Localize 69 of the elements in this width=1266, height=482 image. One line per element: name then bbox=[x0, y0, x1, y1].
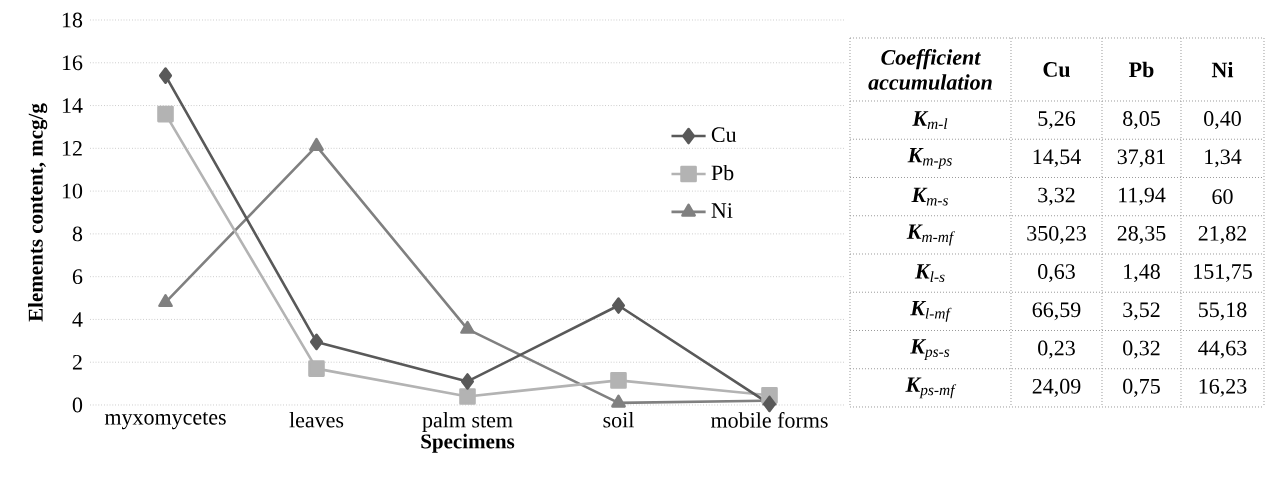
legend-label: Cu bbox=[711, 127, 737, 143]
text: K$_{l-mf}$ bbox=[910, 300, 952, 322]
text: K$_{ps-mf}$ bbox=[905, 377, 957, 399]
text: 0,23 bbox=[1038, 340, 1075, 359]
text: 11,94 bbox=[1119, 187, 1166, 206]
text: K$_{m-ps}$ bbox=[907, 147, 952, 169]
x-axis-title: Specimens bbox=[421, 433, 515, 453]
point bbox=[157, 105, 174, 123]
point bbox=[762, 395, 777, 413]
text: 1,34 bbox=[1205, 149, 1242, 168]
point bbox=[610, 372, 627, 389]
point bbox=[460, 373, 475, 390]
y-tick-label: 10 bbox=[62, 183, 83, 199]
text: K$_{ps-s}$ bbox=[910, 339, 950, 361]
text: 21,82 bbox=[1198, 225, 1247, 244]
text: 3,32 bbox=[1038, 187, 1075, 206]
text: 28,35 bbox=[1117, 225, 1166, 244]
text: K$_{m-mf}$ bbox=[906, 224, 955, 246]
y-tick-label: 12 bbox=[62, 141, 82, 156]
text: 60 bbox=[1212, 189, 1233, 205]
legend-label: Pb bbox=[711, 164, 734, 181]
text: 37,81 bbox=[1117, 149, 1165, 168]
text: 16,23 bbox=[1199, 378, 1247, 397]
y-tick-label: 0 bbox=[72, 397, 83, 413]
legend-label: Ni bbox=[711, 203, 733, 218]
text: 8,05 bbox=[1123, 111, 1160, 130]
text: 66,59 bbox=[1032, 302, 1081, 321]
text: 44,63 bbox=[1198, 340, 1247, 359]
point bbox=[459, 388, 476, 405]
y-tick-label: 8 bbox=[72, 226, 83, 242]
text: 350,23 bbox=[1027, 225, 1086, 244]
text: 0,40 bbox=[1204, 111, 1241, 130]
y-tick-label: 2 bbox=[72, 354, 82, 370]
point bbox=[309, 137, 324, 151]
text: K$_{m-l}$ bbox=[912, 111, 948, 129]
point bbox=[460, 320, 475, 334]
point bbox=[158, 294, 173, 308]
y-axis-title: Elements content, mcg/g bbox=[28, 103, 48, 322]
text: 0,32 bbox=[1123, 340, 1160, 359]
point bbox=[611, 297, 626, 314]
point bbox=[308, 360, 325, 377]
x-tick-label: myxomycetes bbox=[104, 412, 226, 430]
text: 3,52 bbox=[1123, 302, 1160, 321]
text: Ni bbox=[1211, 61, 1234, 78]
y-tick-label: 6 bbox=[72, 269, 83, 285]
text: 1,48 bbox=[1124, 264, 1160, 283]
text: 14,54 bbox=[1033, 149, 1081, 168]
text: K$_{m-s}$ bbox=[911, 187, 948, 206]
x-tick-label: mobile forms bbox=[711, 412, 828, 428]
text: 0,63 bbox=[1038, 264, 1075, 283]
point bbox=[309, 333, 324, 351]
y-tick-label: 16 bbox=[62, 55, 83, 71]
text: Coefficient accumulation bbox=[868, 49, 992, 90]
text: K$_{l-s}$ bbox=[914, 264, 945, 283]
point bbox=[611, 394, 626, 408]
text: Cu bbox=[1043, 62, 1070, 77]
text: 5,26 bbox=[1038, 111, 1076, 130]
text: 151,75 bbox=[1194, 264, 1252, 283]
y-tick-label: 4 bbox=[72, 312, 83, 327]
y-tick-label: 14 bbox=[62, 98, 83, 113]
point bbox=[158, 67, 173, 84]
text: 0,75 bbox=[1123, 378, 1160, 397]
x-tick-label: leaves bbox=[289, 412, 344, 428]
text: Pb bbox=[1129, 61, 1154, 78]
y-tick-label: 18 bbox=[62, 12, 83, 28]
text: 55,18 bbox=[1199, 302, 1247, 321]
x-tick-label: palm stem bbox=[422, 412, 513, 432]
text: 24,09 bbox=[1032, 378, 1081, 397]
x-tick-label: soil bbox=[603, 412, 634, 428]
